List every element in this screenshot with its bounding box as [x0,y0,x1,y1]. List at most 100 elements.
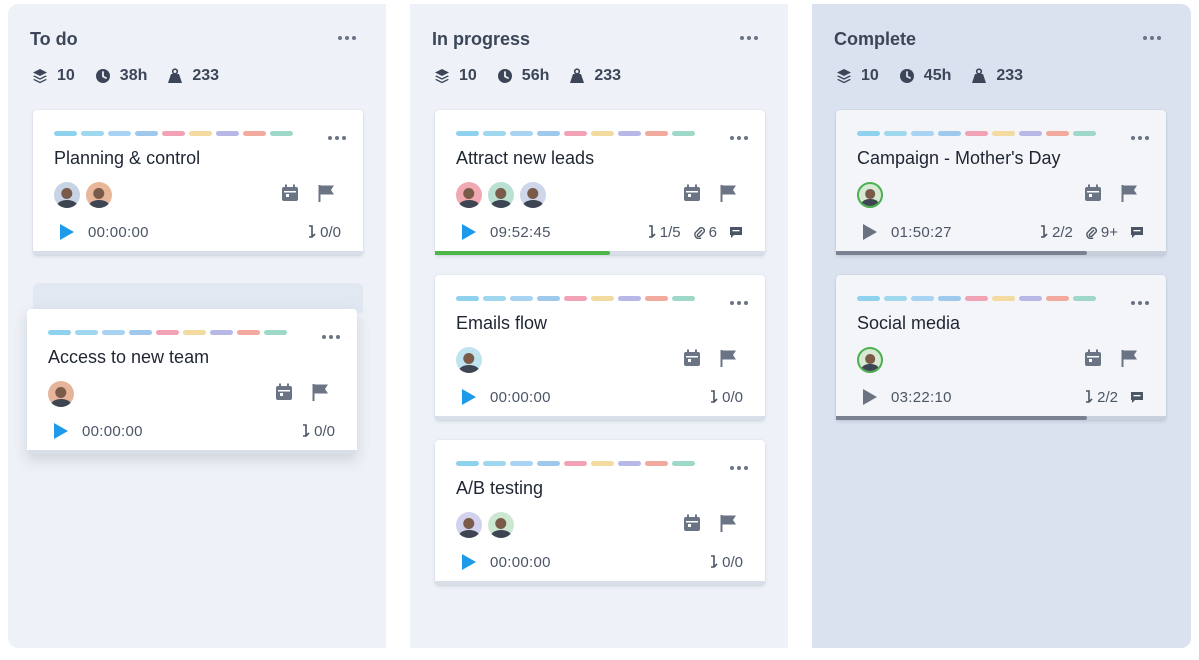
tag[interactable] [618,131,641,136]
tag[interactable] [183,330,206,335]
tag[interactable] [591,296,614,301]
tag[interactable] [483,461,506,466]
task-card[interactable]: Planning & control 00:00:00 0/0 [33,110,363,255]
tag[interactable] [510,461,533,466]
tag[interactable] [672,131,695,136]
task-card[interactable]: A/B testing 00:00:00 0/0 [435,440,765,585]
play-icon[interactable] [53,422,69,440]
flag-icon[interactable] [1120,349,1138,367]
flag-icon[interactable] [317,184,335,202]
tag[interactable] [857,296,880,301]
tag[interactable] [102,330,125,335]
more-dots-icon[interactable] [740,28,758,48]
play-icon[interactable] [59,223,75,241]
more-dots-icon[interactable] [328,128,346,148]
tag[interactable] [564,296,587,301]
avatar[interactable] [488,512,514,538]
tag[interactable] [162,131,185,136]
play-icon[interactable] [862,223,878,241]
tag[interactable] [1073,296,1096,301]
tag[interactable] [129,330,152,335]
flag-icon[interactable] [1120,184,1138,202]
avatar[interactable] [857,182,883,208]
tag[interactable] [537,131,560,136]
tag[interactable] [857,131,880,136]
tag[interactable] [135,131,158,136]
flag-icon[interactable] [719,514,737,532]
calendar-icon[interactable] [1084,184,1102,202]
tag[interactable] [48,330,71,335]
play-icon[interactable] [461,388,477,406]
more-dots-icon[interactable] [730,293,748,313]
tag[interactable] [1046,296,1069,301]
tag[interactable] [672,461,695,466]
calendar-icon[interactable] [683,349,701,367]
tag[interactable] [965,296,988,301]
play-icon[interactable] [862,388,878,406]
calendar-icon[interactable] [1084,349,1102,367]
tag[interactable] [645,461,668,466]
tag[interactable] [264,330,287,335]
tag[interactable] [54,131,77,136]
tag[interactable] [911,131,934,136]
tag[interactable] [510,296,533,301]
tag[interactable] [938,296,961,301]
tag[interactable] [938,131,961,136]
flag-icon[interactable] [311,383,329,401]
tag[interactable] [456,131,479,136]
tag[interactable] [564,131,587,136]
tag[interactable] [591,461,614,466]
calendar-icon[interactable] [281,184,299,202]
tag[interactable] [510,131,533,136]
play-icon[interactable] [461,223,477,241]
tag[interactable] [483,296,506,301]
more-dots-icon[interactable] [1131,128,1149,148]
tag[interactable] [1019,131,1042,136]
avatar[interactable] [520,182,546,208]
avatar[interactable] [456,512,482,538]
calendar-icon[interactable] [683,514,701,532]
tag[interactable] [618,296,641,301]
more-dots-icon[interactable] [730,458,748,478]
tag[interactable] [237,330,260,335]
task-card[interactable]: Social media 03:22:10 2/2 [836,275,1166,420]
tag[interactable] [270,131,293,136]
tag[interactable] [216,131,239,136]
play-icon[interactable] [461,553,477,571]
comment-icon[interactable] [1130,226,1144,239]
comment-icon[interactable] [729,226,743,239]
tag[interactable] [992,131,1015,136]
tag[interactable] [81,131,104,136]
tag[interactable] [483,131,506,136]
tag[interactable] [189,131,212,136]
tag[interactable] [884,296,907,301]
more-dots-icon[interactable] [322,327,340,347]
tag[interactable] [884,131,907,136]
tag[interactable] [456,461,479,466]
tag[interactable] [537,461,560,466]
avatar[interactable] [456,347,482,373]
calendar-icon[interactable] [275,383,293,401]
tag[interactable] [243,131,266,136]
tag[interactable] [564,461,587,466]
tag[interactable] [1046,131,1069,136]
task-card[interactable]: Emails flow 00:00:00 0/0 [435,275,765,420]
tag[interactable] [75,330,98,335]
avatar[interactable] [456,182,482,208]
flag-icon[interactable] [719,184,737,202]
task-card[interactable]: Campaign - Mother's Day 01:50:27 2/2 9+ [836,110,1166,255]
avatar[interactable] [857,347,883,373]
avatar[interactable] [48,381,74,407]
more-dots-icon[interactable] [730,128,748,148]
tag[interactable] [1073,131,1096,136]
tag[interactable] [911,296,934,301]
tag[interactable] [645,131,668,136]
avatar[interactable] [54,182,80,208]
more-dots-icon[interactable] [338,28,356,48]
more-dots-icon[interactable] [1131,293,1149,313]
tag[interactable] [645,296,668,301]
avatar[interactable] [86,182,112,208]
tag[interactable] [1019,296,1042,301]
tag[interactable] [156,330,179,335]
more-dots-icon[interactable] [1143,28,1161,48]
